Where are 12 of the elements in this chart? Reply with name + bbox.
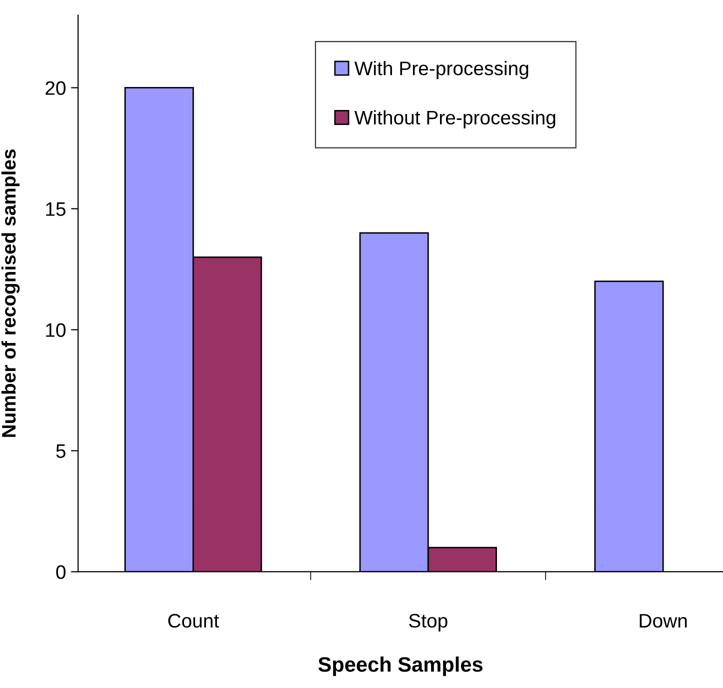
x-tick-label: Count: [168, 614, 220, 628]
y-tick-label: 10: [46, 323, 66, 337]
y-tick-label: 20: [46, 81, 66, 95]
y-tick-label: 5: [56, 444, 66, 458]
legend-label: Without Pre-processing: [354, 110, 556, 128]
y-tick-label: 15: [46, 202, 66, 216]
legend-label: With Pre-processing: [354, 61, 528, 80]
x-tick-label: Stop: [409, 614, 448, 632]
x-axis-title: Speech Samples: [318, 656, 482, 676]
x-tick-label: Down: [640, 614, 687, 628]
y-axis-title: Number of recognised samples: [1, 149, 20, 437]
y-tick-label: 0: [56, 565, 66, 579]
